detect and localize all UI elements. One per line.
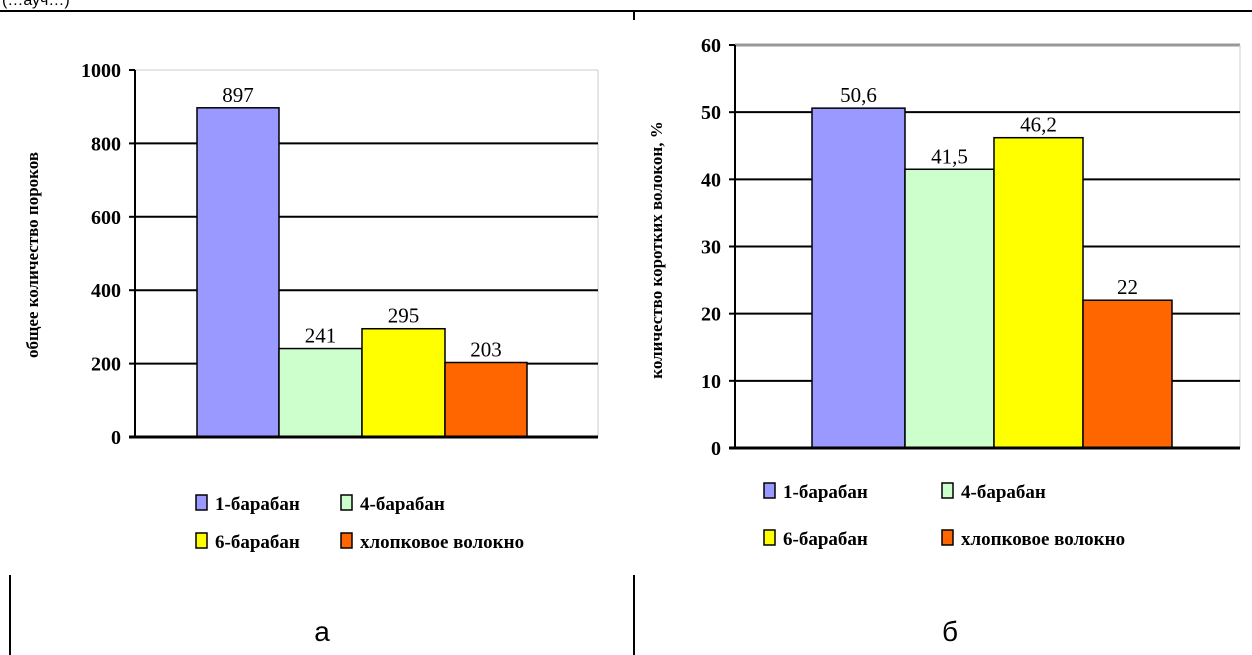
sublabel-a: а — [314, 616, 330, 647]
a-y-tick-label: 200 — [91, 354, 121, 376]
a-bar — [444, 361, 528, 438]
chart-a: 0 200 400 600 800 1000 897 241 295 203 общее колич… — [23, 60, 599, 553]
chart-b: 0 10 20 30 40 50 60 50,6 41,5 46,2 22 количество ко… — [647, 35, 1241, 550]
a-y-axis-title: общее количество пороков — [23, 152, 42, 358]
a-data-label: 295 — [388, 304, 420, 328]
b-bar — [1082, 299, 1173, 449]
b-legend-label: 1-барабан — [783, 482, 868, 503]
b-legend-swatch — [941, 529, 954, 546]
b-legend-swatch — [763, 529, 776, 546]
b-y-axis-title: количество коротких волокон, % — [647, 121, 666, 378]
a-bar — [196, 107, 280, 438]
b-legend-swatch — [763, 482, 776, 499]
b-y-tick-label: 30 — [701, 237, 721, 259]
b-y-tick-label: 0 — [711, 438, 721, 460]
a-data-label: 897 — [222, 83, 254, 107]
b-data-label: 22 — [1117, 275, 1138, 299]
a-legend-swatch — [340, 532, 353, 549]
a-y-tick-label: 600 — [91, 207, 121, 229]
a-legend-label: 6-барабан — [215, 532, 300, 553]
a-y-tick-label: 1000 — [81, 60, 121, 82]
b-y-tick-label: 40 — [701, 169, 721, 191]
b-legend-label: 4-барабан — [961, 482, 1046, 503]
a-bar — [361, 327, 446, 438]
a-legend-swatch — [195, 532, 208, 549]
a-y-tick-label: 0 — [111, 427, 121, 449]
a-y-tick-label: 800 — [91, 133, 121, 155]
sublabel-b: б — [942, 616, 958, 647]
b-bar — [811, 107, 906, 449]
b-y-tick-label: 10 — [701, 371, 721, 393]
b-y-tick-label: 60 — [701, 35, 721, 57]
top-caption: (…ауч…) — [2, 0, 70, 9]
b-y-tick-label: 20 — [701, 304, 721, 326]
b-legend-label: 6-барабан — [783, 529, 868, 550]
b-data-label: 41,5 — [931, 144, 968, 168]
b-bar — [904, 168, 995, 449]
b-legend-swatch — [941, 482, 954, 499]
a-data-label: 203 — [470, 337, 502, 361]
a-legend-label: 4-барабан — [360, 494, 445, 515]
b-legend-label: хлопковое волокно — [961, 529, 1125, 550]
a-bar — [278, 347, 363, 438]
b-y-tick-label: 50 — [701, 102, 721, 124]
a-legend-label: 1-барабан — [215, 494, 300, 515]
b-data-label: 46,2 — [1020, 113, 1057, 137]
a-y-tick-label: 400 — [91, 280, 121, 302]
a-legend-swatch — [340, 494, 353, 511]
a-legend-swatch — [195, 494, 208, 511]
a-legend-label: хлопковое волокно — [360, 532, 524, 553]
a-data-label: 241 — [305, 324, 337, 348]
b-bar — [993, 136, 1084, 449]
b-data-label: 50,6 — [840, 83, 877, 107]
